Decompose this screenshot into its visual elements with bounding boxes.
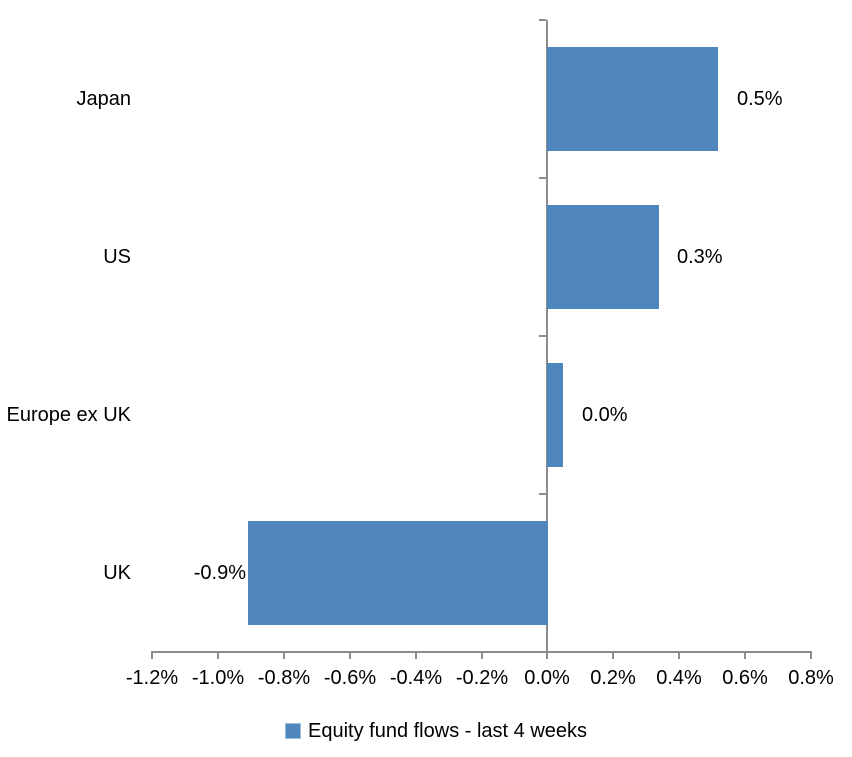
x-axis-tick [612, 652, 614, 659]
x-tick-label: -1.0% [191, 667, 245, 689]
data-label-us: 0.3% [677, 245, 723, 268]
x-axis-tick [217, 652, 219, 659]
bar-us [547, 205, 659, 309]
category-label-uk: UK [103, 562, 131, 584]
y-axis-line [546, 20, 548, 658]
x-axis-tick [151, 652, 153, 659]
x-tick-label: 0.0% [524, 667, 570, 689]
y-axis-tick [539, 19, 546, 21]
x-tick-label: -1.2% [125, 667, 179, 689]
x-axis-tick [283, 652, 285, 659]
bar-uk [248, 521, 548, 625]
legend-swatch-icon [285, 723, 301, 739]
data-label-japan: 0.5% [737, 87, 783, 110]
x-tick-label: 0.6% [722, 667, 768, 689]
legend: Equity fund flows - last 4 weeks [285, 719, 587, 743]
data-label-uk: -0.9% [193, 561, 246, 584]
bar-japan [547, 47, 718, 151]
x-tick-label: -0.8% [257, 667, 311, 689]
x-tick-label: -0.6% [323, 667, 377, 689]
x-axis-tick [744, 652, 746, 659]
category-label-europe-ex-uk: Europe ex UK [6, 404, 131, 426]
x-tick-label: 0.4% [656, 667, 702, 689]
bar-europe-ex-uk [547, 363, 563, 467]
x-axis-tick [349, 652, 351, 659]
y-axis-tick [539, 651, 546, 653]
x-axis-tick [678, 652, 680, 659]
x-axis-tick [415, 652, 417, 659]
y-axis-tick [539, 177, 546, 179]
x-axis-tick [481, 652, 483, 659]
category-label-us: US [103, 246, 131, 268]
x-axis-tick [546, 652, 548, 659]
x-tick-label: 0.8% [788, 667, 834, 689]
x-tick-label: -0.2% [455, 667, 509, 689]
x-tick-label: 0.2% [590, 667, 636, 689]
category-label-japan: Japan [76, 88, 132, 110]
y-axis-tick [539, 493, 546, 495]
y-axis-tick [539, 335, 546, 337]
x-axis-tick [810, 652, 812, 659]
x-tick-label: -0.4% [389, 667, 443, 689]
legend-label: Equity fund flows - last 4 weeks [308, 720, 588, 742]
data-label-europe-ex-uk: 0.0% [582, 403, 628, 426]
